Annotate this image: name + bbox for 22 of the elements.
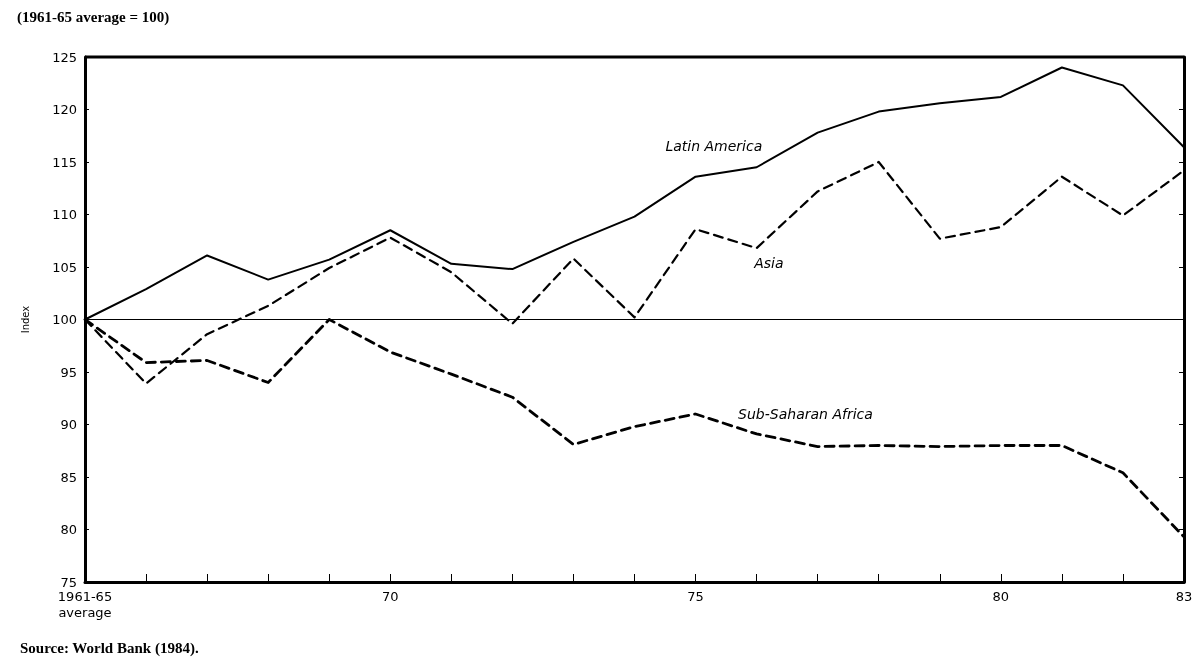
series-label: Sub-Saharan Africa — [738, 406, 873, 423]
y-tick-label: 85 — [60, 469, 77, 485]
series-label: Asia — [753, 254, 784, 271]
y-tick-label: 125 — [52, 49, 77, 65]
y-axis-title: Index — [19, 305, 31, 334]
source-note: Source: World Bank (1984). — [20, 639, 199, 657]
y-tick-label: 95 — [60, 364, 77, 380]
x-tick-label: 83 — [1175, 588, 1193, 604]
y-tick-label: 75 — [60, 574, 77, 590]
y-tick-label: 80 — [60, 522, 77, 537]
y-tick-label: 120 — [52, 102, 77, 117]
x-tick-label: 1961-65 average — [57, 588, 113, 620]
y-tick-label: 110 — [52, 207, 77, 222]
x-tick-label: 75 — [687, 588, 704, 604]
series-label: Latin America — [665, 137, 763, 154]
x-tick-label: 70 — [382, 588, 399, 604]
y-tick-label: 115 — [52, 154, 77, 170]
x-tick-label: 80 — [992, 588, 1010, 604]
y-tick-label: 100 — [52, 312, 77, 327]
y-tick-label: 105 — [52, 259, 77, 275]
chart-title: (1961-65 average = 100) — [17, 8, 170, 26]
y-tick-label: 90 — [60, 417, 77, 432]
